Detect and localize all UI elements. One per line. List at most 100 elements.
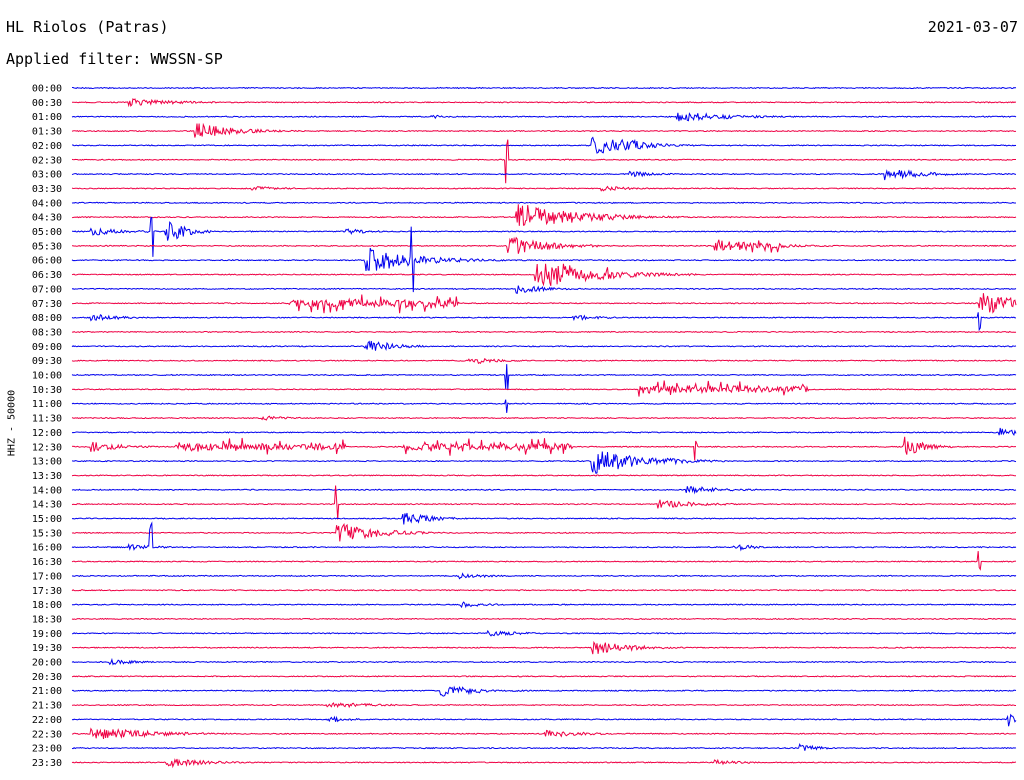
time-tick-0400: 04:00 [32, 198, 62, 209]
time-tick-0100: 01:00 [32, 112, 62, 123]
trace-1930 [71, 640, 1017, 655]
trace-0130 [71, 122, 1017, 138]
time-tick-1730: 17:30 [32, 586, 62, 597]
time-tick-2030: 20:30 [32, 672, 62, 683]
trace-1830 [71, 617, 1016, 621]
time-tick-0830: 08:30 [32, 327, 62, 338]
trace-1900 [71, 629, 1017, 637]
time-tick-1530: 15:30 [32, 528, 62, 539]
trace-0930 [71, 358, 1017, 365]
time-tick-1430: 14:30 [32, 500, 62, 511]
trace-1030 [71, 380, 1017, 397]
time-tick-0700: 07:00 [32, 284, 62, 295]
trace-0330 [71, 185, 1017, 192]
trace-2330 [71, 758, 1017, 769]
trace-1130 [71, 415, 1017, 421]
trace-1430 [71, 485, 1017, 520]
time-tick-0930: 09:30 [32, 356, 62, 367]
time-tick-1800: 18:00 [32, 600, 62, 611]
trace-0830 [71, 330, 1017, 334]
trace-1200 [71, 427, 1017, 437]
time-tick-1930: 19:30 [32, 643, 62, 654]
time-tick-0530: 05:30 [32, 241, 62, 252]
trace-2200 [71, 713, 1017, 727]
time-tick-2000: 20:00 [32, 658, 62, 669]
trace-2300 [71, 742, 1017, 751]
trace-0900 [71, 340, 1017, 352]
trace-1730 [71, 589, 1017, 592]
time-tick-1130: 11:30 [32, 414, 62, 425]
time-tick-1400: 14:00 [32, 485, 62, 496]
trace-1300 [71, 451, 1017, 474]
trace-0630 [71, 263, 1017, 287]
trace-1600 [71, 521, 1017, 552]
trace-0600 [71, 226, 1017, 293]
trace-0200 [72, 136, 1017, 154]
time-tick-1630: 16:30 [32, 557, 62, 568]
trace-group [71, 86, 1017, 769]
trace-0300 [71, 169, 1017, 181]
trace-2100 [71, 685, 1017, 697]
trace-0530 [72, 236, 1017, 254]
time-tick-2230: 22:30 [32, 729, 62, 740]
trace-2030 [71, 675, 1017, 678]
time-tick-1900: 19:00 [32, 629, 62, 640]
time-tick-0000: 00:00 [32, 84, 62, 95]
time-tick-2130: 21:30 [32, 701, 62, 712]
time-tick-2330: 23:30 [32, 758, 62, 769]
trace-1800 [71, 601, 1016, 609]
time-tick-0030: 00:30 [32, 98, 62, 109]
time-tick-1500: 15:00 [32, 514, 62, 525]
trace-1100 [71, 399, 1017, 413]
trace-0430 [71, 204, 1017, 226]
trace-1400 [71, 485, 1017, 495]
time-tick-1830: 18:30 [32, 614, 62, 625]
time-tick-0300: 03:00 [32, 170, 62, 181]
time-tick-2100: 21:00 [32, 686, 62, 697]
time-tick-0130: 01:30 [32, 127, 62, 138]
trace-0000 [72, 86, 1017, 90]
trace-0230 [71, 139, 1016, 184]
time-tick-labels: 00:00 00:30 01:00 01:30 02:00 02:30 03:00 03:30… [32, 84, 62, 769]
time-tick-1200: 12:00 [32, 428, 62, 439]
time-tick-0630: 06:30 [32, 270, 62, 281]
trace-1530 [71, 523, 1017, 542]
time-tick-1030: 10:30 [32, 385, 62, 396]
time-tick-0430: 04:30 [32, 213, 62, 224]
trace-1230 [71, 436, 1016, 461]
trace-1500 [71, 512, 1017, 525]
trace-2130 [71, 702, 1016, 709]
time-tick-0900: 09:00 [32, 342, 62, 353]
time-tick-2300: 23:00 [32, 744, 62, 755]
trace-0400 [71, 201, 1016, 204]
time-tick-0730: 07:30 [32, 299, 62, 310]
time-tick-0800: 08:00 [32, 313, 62, 324]
trace-2230 [71, 727, 1016, 739]
trace-1700 [71, 572, 1017, 580]
trace-0700 [71, 285, 1017, 294]
time-tick-0230: 02:30 [32, 155, 62, 166]
trace-0730 [72, 293, 1017, 314]
time-tick-1100: 11:00 [32, 399, 62, 410]
time-tick-1230: 12:30 [32, 442, 62, 453]
time-tick-1330: 13:30 [32, 471, 62, 482]
time-tick-2200: 22:00 [32, 715, 62, 726]
trace-1000 [71, 364, 1017, 390]
trace-2000 [71, 657, 1017, 666]
time-tick-0600: 06:00 [32, 256, 62, 267]
trace-1330 [71, 474, 1017, 477]
trace-1630 [71, 551, 1017, 571]
trace-0500 [72, 216, 1017, 257]
time-tick-0500: 05:00 [32, 227, 62, 238]
trace-0100 [71, 112, 1017, 122]
time-tick-1000: 10:00 [32, 371, 62, 382]
time-tick-1700: 17:00 [32, 571, 62, 582]
date-label: 2021-03-07 [927, 18, 1018, 36]
time-tick-0200: 02:00 [32, 141, 62, 152]
trace-0800 [71, 312, 1016, 332]
time-tick-1300: 13:00 [32, 457, 62, 468]
filter-label: Applied filter: WWSSN-SP [6, 50, 223, 68]
time-tick-1600: 16:00 [32, 543, 62, 554]
station-title: HL Riolos (Patras) [6, 18, 169, 36]
